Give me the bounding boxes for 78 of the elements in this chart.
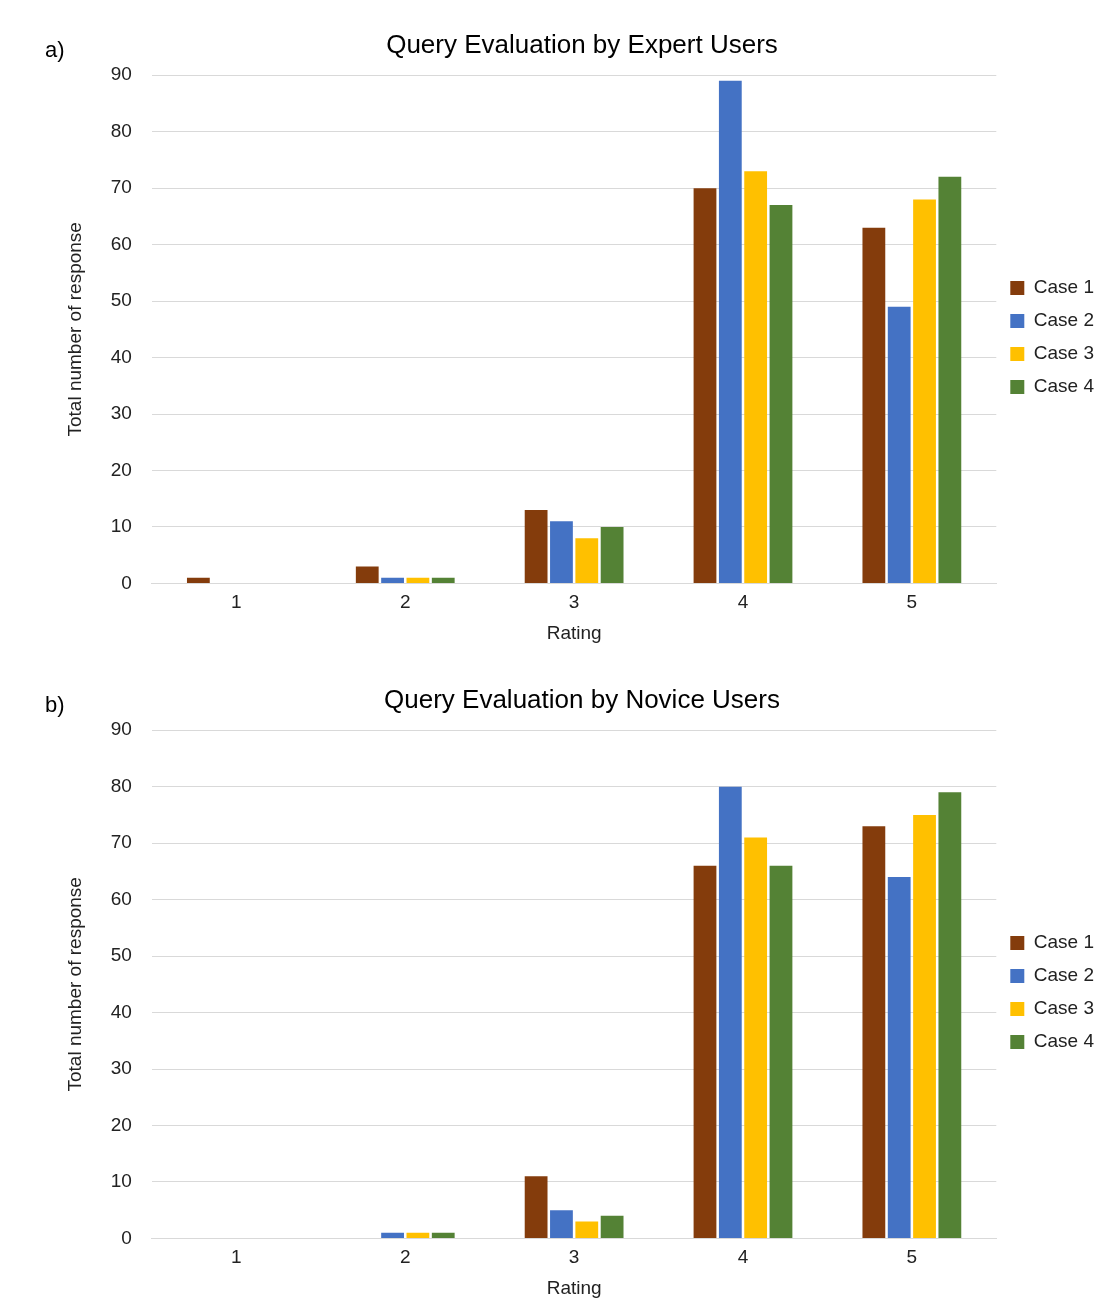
bar — [431, 577, 455, 583]
y-tick-label: 90 — [110, 718, 132, 740]
y-tick-label: 40 — [110, 345, 132, 367]
bar — [431, 1232, 455, 1238]
x-tick-label: 2 — [399, 1246, 411, 1268]
y-tick-label: 20 — [110, 1113, 132, 1135]
legend-label: Case 4 — [1033, 375, 1095, 397]
bar — [550, 1210, 573, 1238]
y-tick-label: 30 — [110, 1057, 132, 1079]
y-tick-label: 70 — [110, 176, 132, 198]
bar — [744, 171, 768, 583]
y-axis-title: Total number of response — [63, 877, 85, 1092]
bar — [600, 526, 624, 583]
legend-label: Case 3 — [1033, 342, 1094, 364]
bar — [693, 188, 717, 583]
y-tick-label: 70 — [110, 831, 132, 853]
bar — [913, 199, 936, 583]
text: b) — [45, 692, 65, 718]
bar — [693, 865, 717, 1238]
bar — [938, 792, 962, 1238]
x-tick-label: 3 — [568, 591, 580, 613]
bar — [862, 227, 886, 583]
bar — [769, 865, 793, 1238]
bar — [524, 509, 548, 583]
chart-title: Query Evaluation by Expert Users — [386, 28, 778, 59]
bar — [355, 566, 379, 583]
bar — [887, 306, 911, 583]
bar — [887, 877, 911, 1238]
y-tick-label: 20 — [110, 458, 132, 480]
y-tick-label: 0 — [121, 1226, 132, 1248]
y-tick-label: 60 — [110, 232, 132, 254]
bar — [938, 176, 962, 583]
y-tick-label: 0 — [121, 571, 132, 593]
bar — [718, 80, 742, 583]
y-tick-label: 30 — [110, 402, 132, 424]
x-tick-label: 3 — [568, 1246, 580, 1268]
bar — [550, 521, 573, 583]
bar — [600, 1215, 624, 1238]
bar — [575, 538, 599, 583]
bar — [406, 577, 430, 583]
y-tick-label: 10 — [110, 515, 132, 537]
y-tick-label: 80 — [110, 119, 132, 141]
x-tick-label: 4 — [737, 1246, 749, 1268]
bar — [381, 577, 404, 583]
legend-label: Case 2 — [1033, 309, 1094, 331]
x-axis-title: Rating — [546, 621, 602, 643]
legend-label: Case 2 — [1033, 964, 1094, 986]
y-axis-title: Total number of response — [63, 222, 85, 437]
x-axis-title: Rating — [546, 1276, 602, 1298]
y-tick-label: 60 — [110, 887, 132, 909]
chart-title: Query Evaluation by Novice Users — [384, 683, 780, 714]
bar — [769, 205, 793, 583]
bar — [406, 1232, 430, 1238]
y-tick-label: 50 — [110, 289, 132, 311]
text: a) — [45, 37, 65, 63]
x-tick-label: 2 — [399, 591, 411, 613]
x-tick-label: 1 — [231, 1246, 242, 1268]
legend-label: Case 4 — [1033, 1030, 1095, 1052]
y-tick-label: 80 — [110, 774, 132, 796]
x-tick-label: 1 — [231, 591, 242, 613]
bar — [862, 826, 886, 1238]
x-tick-label: 5 — [906, 591, 918, 613]
x-tick-label: 5 — [906, 1246, 918, 1268]
bar — [186, 577, 210, 583]
legend-label: Case 1 — [1033, 276, 1094, 298]
y-tick-label: 40 — [110, 1000, 132, 1022]
legend-label: Case 3 — [1033, 997, 1094, 1019]
bar — [575, 1221, 599, 1238]
y-tick-label: 90 — [110, 63, 132, 85]
bar — [718, 786, 742, 1238]
y-tick-label: 10 — [110, 1170, 132, 1192]
bar — [524, 1176, 548, 1238]
y-tick-label: 50 — [110, 944, 132, 966]
bar — [744, 837, 768, 1238]
legend-label: Case 1 — [1033, 931, 1094, 953]
x-tick-label: 4 — [737, 591, 749, 613]
bar — [381, 1232, 404, 1238]
bar — [913, 814, 936, 1238]
